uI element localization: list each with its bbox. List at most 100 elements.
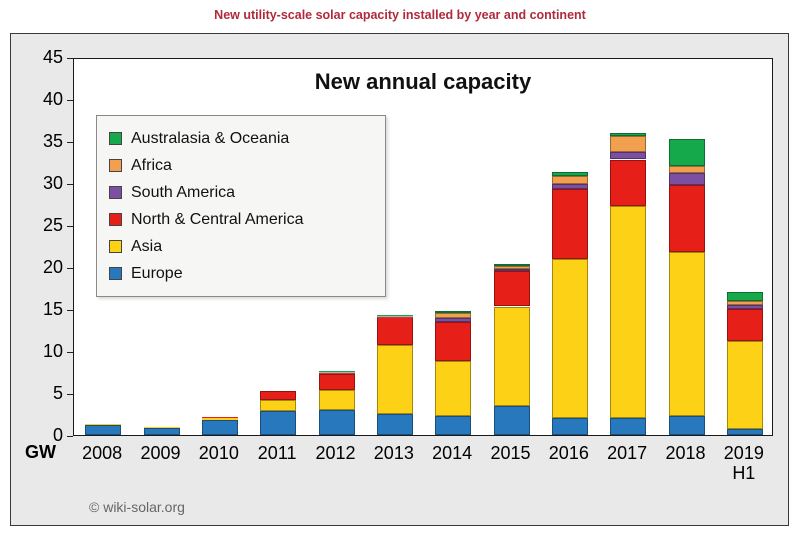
legend-item: Australasia & Oceania: [109, 125, 373, 152]
legend-label: Asia: [131, 237, 163, 255]
bar-segment: [551, 183, 588, 189]
bar-segment: [493, 268, 530, 272]
y-axis-label: 15: [42, 299, 63, 319]
bar-segment: [668, 139, 705, 167]
x-axis-label: 2015: [490, 443, 531, 463]
y-axis-label: 20: [42, 257, 63, 277]
plot-area: New annual capacity Australasia & Oceani…: [73, 58, 773, 436]
y-axis-label: 35: [42, 131, 63, 151]
x-axis-label: 2013: [373, 443, 414, 463]
x-axis-label: 2012: [315, 443, 356, 463]
y-axis-tick: [67, 226, 73, 227]
chart-title: New annual capacity: [314, 69, 532, 94]
bar-segment: [143, 428, 180, 435]
legend-item: Europe: [109, 260, 373, 287]
bar-segment: [376, 414, 413, 435]
legend-label: Europe: [131, 264, 183, 282]
legend-label: Africa: [131, 156, 172, 174]
bar-segment: [610, 205, 647, 419]
bar-segment: [435, 361, 472, 416]
bar-segment: [668, 166, 705, 173]
bar-segment: [318, 371, 355, 372]
y-axis-tick: [67, 184, 73, 185]
bar-segment: [493, 271, 530, 307]
bar-segment: [376, 315, 413, 317]
y-axis-label: 25: [42, 215, 63, 235]
bar-segment: [318, 372, 355, 373]
y-axis-tick: [67, 310, 73, 311]
bar-segment: [260, 391, 297, 400]
legend-swatch: [109, 132, 122, 145]
bar-segment: [726, 301, 763, 305]
bar-segment: [610, 159, 647, 206]
y-axis-label: 40: [42, 89, 63, 109]
bar-segment: [435, 310, 472, 314]
y-axis-tick: [67, 352, 73, 353]
bar-segment: [260, 411, 297, 435]
bar-segment: [551, 258, 588, 419]
y-axis-label: 0: [52, 425, 63, 445]
bar-segment: [493, 266, 530, 269]
bar-segment: [318, 389, 355, 410]
x-axis-label: 2019 H1: [715, 443, 773, 483]
y-axis-label: 5: [52, 383, 63, 403]
bar-segment: [85, 424, 122, 435]
bar-segment: [493, 405, 530, 435]
legend-item: Africa: [109, 152, 373, 179]
bar-segment: [201, 416, 238, 419]
y-axis-tick: [67, 142, 73, 143]
bar-segment: [318, 372, 355, 374]
y-axis-label: 10: [42, 341, 63, 361]
bar-segment: [201, 419, 238, 435]
y-axis-tick: [67, 436, 73, 437]
bar-segment: [435, 321, 472, 362]
x-axis-label: 2017: [607, 443, 648, 463]
chart-panel: New annual capacity Australasia & Oceani…: [10, 33, 789, 526]
bar-segment: [201, 418, 238, 420]
y-axis-tick: [67, 58, 73, 59]
y-axis-tick: [67, 394, 73, 395]
bar-segment: [551, 172, 588, 177]
bar-segment: [610, 151, 647, 160]
legend-label: South America: [131, 183, 236, 201]
bar-segment: [668, 184, 705, 252]
x-axis-label: 2009: [140, 443, 181, 463]
bar-segment: [551, 418, 588, 435]
x-axis-label: 2016: [548, 443, 589, 463]
y-axis-label: 30: [42, 173, 63, 193]
bar-segment: [726, 292, 763, 302]
x-axis-sublabel: H1: [732, 463, 756, 483]
bar-segment: [376, 345, 413, 414]
legend-label: Australasia & Oceania: [131, 129, 290, 147]
legend-label: North & Central America: [131, 210, 304, 228]
bar-segment: [726, 429, 763, 435]
bar-segment: [610, 135, 647, 152]
bar-segment: [726, 340, 763, 430]
y-axis-tick: [67, 100, 73, 101]
legend-item: North & Central America: [109, 206, 373, 233]
bar-segment: [435, 313, 472, 319]
gw-unit-label: GW: [25, 442, 56, 462]
x-axis-label: 2011: [257, 443, 297, 463]
bar-segment: [551, 188, 588, 259]
bar-segment: [376, 317, 413, 346]
bar-segment: [318, 373, 355, 390]
bar-segment: [260, 399, 297, 412]
bar-segment: [318, 409, 355, 435]
legend-swatch: [109, 267, 122, 280]
legend-item: South America: [109, 179, 373, 206]
bar-segment: [668, 415, 705, 435]
x-axis-label: 2014: [432, 443, 473, 463]
bar-segment: [726, 304, 763, 309]
y-axis-tick: [67, 268, 73, 269]
x-axis-label: 2018: [665, 443, 706, 463]
legend-swatch: [109, 213, 122, 226]
bar-segment: [610, 418, 647, 435]
legend-item: Asia: [109, 233, 373, 260]
bar-segment: [435, 415, 472, 435]
bar-segment: [493, 263, 530, 267]
header-title: New utility-scale solar capacity install…: [214, 8, 586, 22]
bar-segment: [551, 176, 588, 184]
bar-segment: [493, 306, 530, 406]
x-axis-label: 2010: [198, 443, 239, 463]
